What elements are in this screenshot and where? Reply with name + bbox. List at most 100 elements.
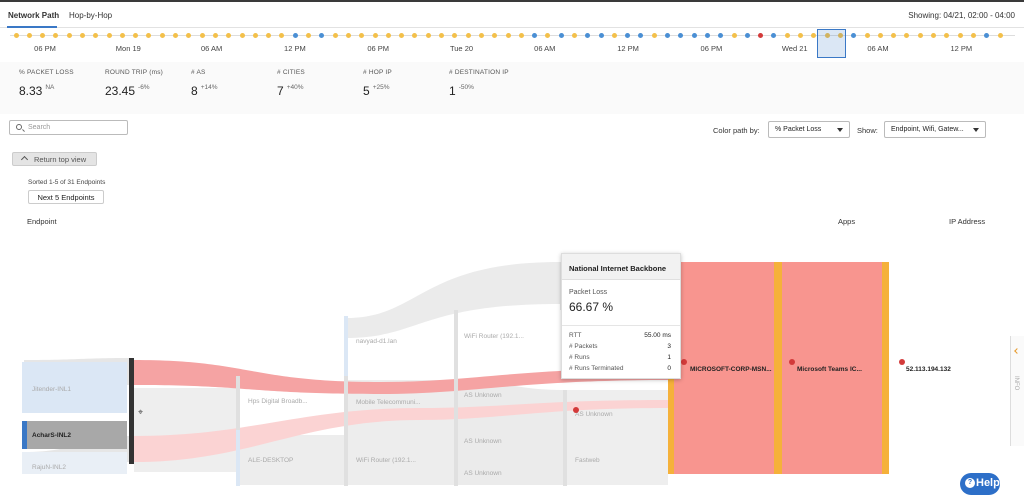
timeline-dot[interactable] [439,33,444,38]
tab-hop-by-hop[interactable]: Hop-by-Hop [69,11,113,20]
timeline-dot[interactable] [532,33,538,38]
flow-link-loss[interactable] [134,360,668,394]
timeline-dot[interactable] [385,33,391,38]
timeline-dot[interactable] [625,33,631,38]
timeline-dot[interactable] [319,33,325,38]
timeline-dot[interactable] [864,33,870,38]
timeline-dot[interactable] [119,33,125,38]
hop-node-bar[interactable] [344,316,348,380]
timeline-dot[interactable] [332,33,338,38]
timeline-selection[interactable] [817,29,846,58]
timeline-dot[interactable] [478,33,484,38]
endpoint-node[interactable] [22,452,127,474]
hop-node-bar[interactable] [344,376,348,486]
as-node[interactable] [668,262,778,474]
timeline-dot[interactable] [79,33,85,38]
timeline-dot[interactable] [199,33,205,38]
hop-node-bar[interactable] [236,430,240,486]
help-button[interactable]: ? Help [960,473,1000,495]
timeline-dot[interactable] [159,33,165,38]
network-path-flow[interactable]: ⌖ Jitender-INL1 AcharS-INL2 RajuN-INL2 H… [0,240,1010,498]
timeline-dot[interactable] [186,33,192,38]
flow-link[interactable] [240,435,346,485]
timeline-dot[interactable] [399,33,405,38]
timeline-dot[interactable] [292,33,298,38]
timeline-dot[interactable] [917,33,923,38]
timeline-dot[interactable] [133,33,139,38]
timeline-dot[interactable] [452,33,458,38]
timeline-dot[interactable] [997,33,1003,38]
timeline-dot[interactable] [877,33,883,38]
show-select[interactable]: Endpoint, Wifi, Gatew... [884,121,986,138]
timeline-dot[interactable] [505,33,511,38]
timeline-dot[interactable] [691,33,697,38]
timeline-dot[interactable] [718,33,724,38]
timeline-dot[interactable] [904,33,910,38]
timeline-dot[interactable] [611,33,617,38]
timeline-dot[interactable] [492,33,498,38]
info-panel-toggle[interactable]: INFO [1010,336,1024,446]
timeline-dot[interactable] [93,33,99,38]
timeline-dot[interactable] [226,33,232,38]
timeline-dot[interactable] [638,33,644,38]
timeline[interactable]: 06 PM Mon 19 06 AM 12 PM 06 PM Tue 20 06 AM 12 … [0,28,1024,58]
app-node[interactable] [782,262,882,474]
flow-link-loss[interactable] [134,400,668,462]
flow-link[interactable] [346,262,560,338]
timeline-dot[interactable] [252,33,258,38]
flow-link[interactable] [565,390,668,485]
timeline-dot[interactable] [345,33,351,38]
timeline-dot[interactable] [798,33,804,38]
timeline-dot[interactable] [744,33,750,38]
timeline-dot[interactable] [837,33,843,38]
return-top-view-button[interactable]: Return top view [12,152,97,166]
timeline-dot[interactable] [306,33,312,38]
timeline-dot[interactable] [571,33,577,38]
timeline-dot[interactable] [598,33,604,38]
timeline-dot[interactable] [465,33,471,38]
timeline-dot[interactable] [811,33,817,38]
timeline-dot[interactable] [266,33,272,38]
timeline-dot[interactable] [372,33,378,38]
timeline-dot[interactable] [412,33,418,38]
hop-node-bar[interactable] [454,310,458,486]
timeline-dot[interactable] [359,33,365,38]
timeline-dot[interactable] [40,33,46,38]
timeline-dot[interactable] [851,33,857,38]
timeline-dot[interactable] [758,33,764,38]
timeline-dot[interactable] [173,33,179,38]
hop-node-bar[interactable] [563,390,567,486]
timeline-dot[interactable] [13,33,19,38]
search-input[interactable]: Search [9,120,128,135]
timeline-dot[interactable] [279,33,285,38]
timeline-dot[interactable] [545,33,551,38]
timeline-dot[interactable] [106,33,112,38]
timeline-dot[interactable] [518,33,524,38]
timeline-dot[interactable] [678,33,684,38]
timeline-dot[interactable] [53,33,59,38]
timeline-dot[interactable] [970,33,976,38]
timeline-dot[interactable] [771,33,777,38]
timeline-dot[interactable] [66,33,72,38]
timeline-dot[interactable] [957,33,963,38]
timeline-dot[interactable] [585,33,591,38]
next-endpoints-button[interactable]: Next 5 Endpoints [28,190,104,204]
timeline-dot[interactable] [146,33,152,38]
timeline-dot[interactable] [558,33,564,38]
timeline-dot[interactable] [665,33,671,38]
timeline-dot[interactable] [212,33,218,38]
timeline-dot[interactable] [944,33,950,38]
timeline-dot[interactable] [704,33,710,38]
timeline-dot[interactable] [651,33,657,38]
timeline-dot[interactable] [784,33,790,38]
timeline-dot[interactable] [26,33,32,38]
timeline-dot[interactable] [824,33,830,38]
gateway-node-bar[interactable] [129,358,134,464]
timeline-dot[interactable] [931,33,936,38]
timeline-dot[interactable] [239,33,245,38]
timeline-dot[interactable] [984,33,990,38]
timeline-dot[interactable] [425,33,431,38]
tab-network-path[interactable]: Network Path [8,11,60,20]
endpoint-node-selected[interactable] [22,421,127,449]
timeline-dot[interactable] [731,33,737,38]
